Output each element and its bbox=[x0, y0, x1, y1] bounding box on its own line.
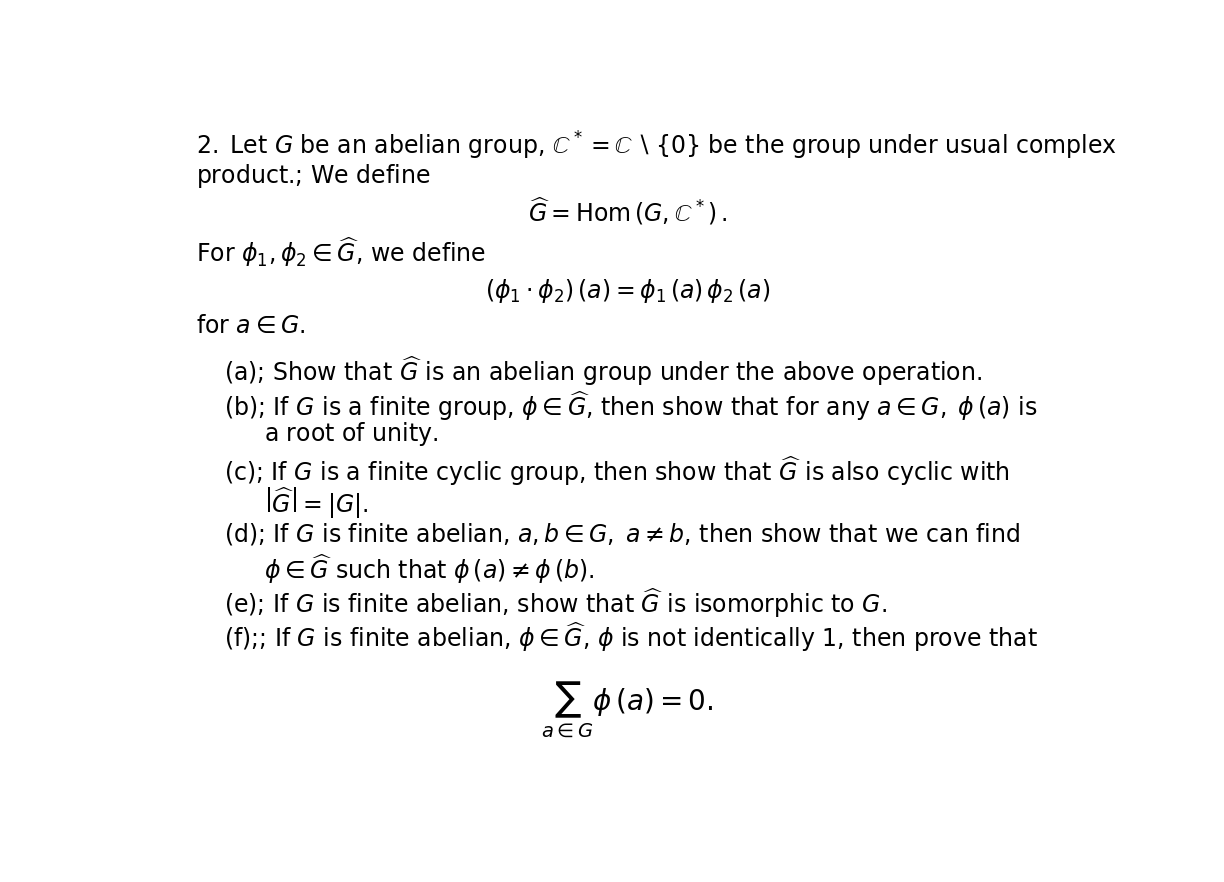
Text: $\phi \in \widehat{G}\text{ such that }\phi\,(a) \neq \phi\,(b).$: $\phi \in \widehat{G}\text{ such that }\… bbox=[264, 552, 595, 586]
Text: $\text{product.\; We define}$: $\text{product.\; We define}$ bbox=[196, 161, 430, 190]
Text: $\text{(b)\; If }G\text{ is a finite group, }\phi \in \widehat{G}\text{, then sh: $\text{(b)\; If }G\text{ is a finite gro… bbox=[224, 389, 1038, 423]
Text: $\sum_{a \in G} \phi\,(a) = 0.$: $\sum_{a \in G} \phi\,(a) = 0.$ bbox=[541, 680, 714, 740]
Text: $\widehat{G} = \mathrm{Hom}\,(G, \mathbb{C}^*)\,.$: $\widehat{G} = \mathrm{Hom}\,(G, \mathbb… bbox=[528, 196, 727, 228]
Text: $\text{a root of unity.}$: $\text{a root of unity.}$ bbox=[264, 420, 438, 447]
Text: $\text{(a)\; Show that }\widehat{G}\text{ is an abelian group under the above op: $\text{(a)\; Show that }\widehat{G}\text… bbox=[224, 354, 983, 388]
Text: $\left|\widehat{G}\right| = |G|.$: $\left|\widehat{G}\right| = |G|.$ bbox=[264, 485, 368, 519]
Text: $\text{(d)\; If }G\text{ is finite abelian, }a, b \in G,\; a \neq b\text{, then : $\text{(d)\; If }G\text{ is finite abeli… bbox=[224, 521, 1021, 548]
Text: $2.\;\text{Let }G\text{ be an abelian group, }\mathbb{C}^* = \mathbb{C}\setminus: $2.\;\text{Let }G\text{ be an abelian gr… bbox=[196, 130, 1116, 161]
Text: $\text{for }a \in G.$: $\text{for }a \in G.$ bbox=[196, 314, 305, 339]
Text: $(\phi_1 \cdot \phi_2)\,(a) = \phi_1\,(a)\,\phi_2\,(a)$: $(\phi_1 \cdot \phi_2)\,(a) = \phi_1\,(a… bbox=[485, 277, 770, 305]
Text: $\text{For }\phi_1, \phi_2 \in \widehat{G}\text{, we define}$: $\text{For }\phi_1, \phi_2 \in \widehat{… bbox=[196, 235, 486, 269]
Text: $\text{(c)\; If }G\text{ is a finite cyclic group, then show that }\widehat{G}\t: $\text{(c)\; If }G\text{ is a finite cyc… bbox=[224, 454, 1010, 489]
Text: $\text{(e)\; If }G\text{ is finite abelian, show that }\widehat{G}\text{ is isom: $\text{(e)\; If }G\text{ is finite abeli… bbox=[224, 586, 887, 620]
Text: $\text{(f)\;\; If }G\text{ is finite abelian, }\phi \in \widehat{G}\text{, }\phi: $\text{(f)\;\; If }G\text{ is finite abe… bbox=[224, 620, 1038, 654]
